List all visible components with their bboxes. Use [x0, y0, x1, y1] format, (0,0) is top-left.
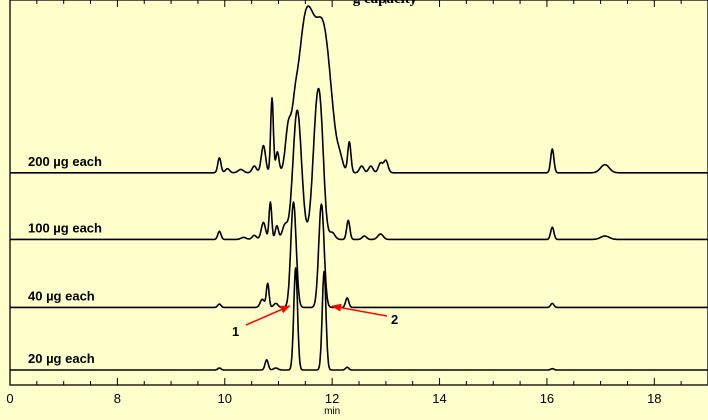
- x-tick-label: 14: [432, 391, 446, 406]
- x-tick-label: 10: [218, 391, 232, 406]
- series-label: 40 µg each: [28, 288, 95, 303]
- labels-layer: 200 µg each 100 µg each 40 µg each 20 µg ea…: [28, 154, 102, 366]
- x-tick-label: 18: [647, 391, 661, 406]
- series-trace: [9, 201, 708, 309]
- peak-1-label: 1: [232, 324, 239, 339]
- x-tick-label: 8: [114, 391, 121, 406]
- series-trace: [9, 267, 708, 371]
- series-label: 200 µg each: [28, 154, 102, 169]
- plot-frame: [9, 0, 708, 386]
- peak-2-arrow: [331, 303, 388, 317]
- x-tick-label: 16: [540, 391, 554, 406]
- series-trace: [9, 5, 708, 174]
- x-axis-label: min: [324, 406, 340, 415]
- x-tick-label: 12: [325, 391, 339, 406]
- annotations-layer: 12: [232, 303, 398, 339]
- series-trace: [9, 87, 708, 241]
- peak-1-arrow: [245, 305, 291, 326]
- series-label: 100 µg each: [28, 220, 102, 235]
- x-tick-label: 0: [6, 391, 13, 406]
- series-label: 20 µg each: [28, 351, 95, 366]
- peak-2-label: 2: [391, 312, 398, 327]
- traces-layer: [9, 5, 708, 371]
- chart-title: g capacity: [235, 0, 535, 8]
